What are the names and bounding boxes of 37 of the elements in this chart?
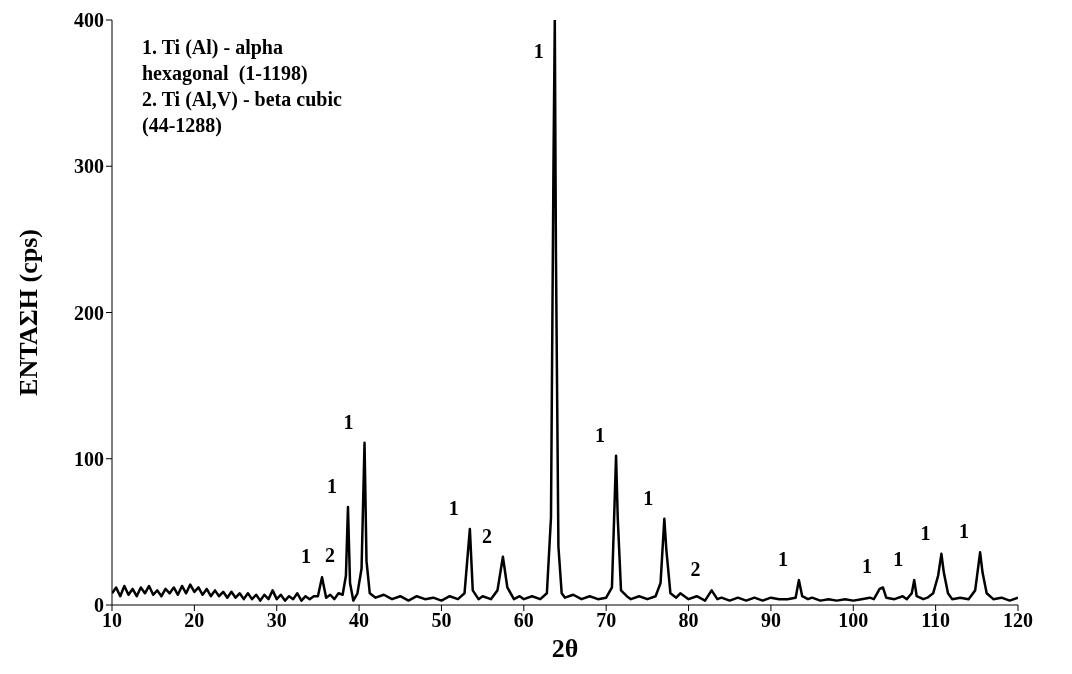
annotation: 2: [481, 524, 492, 547]
y-axis-title: ΕΝΤΑΣΗ (cps): [14, 229, 44, 396]
annotation: 1: [777, 548, 788, 571]
annotation: 1: [643, 486, 654, 509]
x-tick-label: 100: [838, 609, 869, 632]
annotation: 1: [861, 555, 872, 578]
y-tick-label: 200: [74, 301, 104, 324]
annotation: 2. Ti (Al,V) - beta cubic (44-1288): [142, 87, 343, 138]
x-tick-label: 110: [921, 609, 951, 632]
x-tick-label: 120: [1003, 609, 1033, 632]
annotation: 1. Ti (Al) - alpha hexagonal (1-1198): [142, 35, 309, 86]
y-tick-label: 300: [74, 155, 104, 178]
annotation: 1: [533, 40, 544, 62]
annotation: 1: [343, 410, 354, 433]
x-tick-label: 10: [102, 609, 122, 632]
annotation: 1: [959, 520, 970, 543]
annotation: 2: [324, 543, 335, 566]
y-tick-label: 400: [74, 9, 104, 32]
annotation: 1: [595, 423, 606, 446]
x-tick-label: 80: [678, 609, 699, 632]
y-tick-label: 0: [94, 594, 104, 617]
line-series: [112, 20, 1018, 602]
annotation: 1: [448, 496, 459, 519]
x-tick-label: 20: [184, 609, 205, 632]
annotation: 2: [690, 558, 701, 581]
x-tick-label: 50: [431, 609, 452, 632]
x-tick-label: 30: [266, 609, 287, 632]
x-axis-title: 2θ: [551, 634, 579, 663]
annotation: 1: [326, 475, 337, 498]
annotation: 1: [920, 521, 931, 544]
annotation: 1: [301, 545, 312, 568]
x-tick-label: 60: [513, 609, 534, 632]
annotation: 1: [893, 548, 904, 571]
x-tick-label: 40: [349, 609, 370, 632]
y-tick-label: 100: [74, 447, 104, 470]
x-tick-label: 70: [596, 609, 617, 632]
x-tick-label: 90: [760, 609, 781, 632]
